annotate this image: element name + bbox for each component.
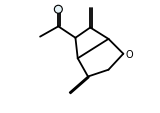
Circle shape bbox=[54, 6, 62, 14]
Text: O: O bbox=[125, 49, 133, 59]
